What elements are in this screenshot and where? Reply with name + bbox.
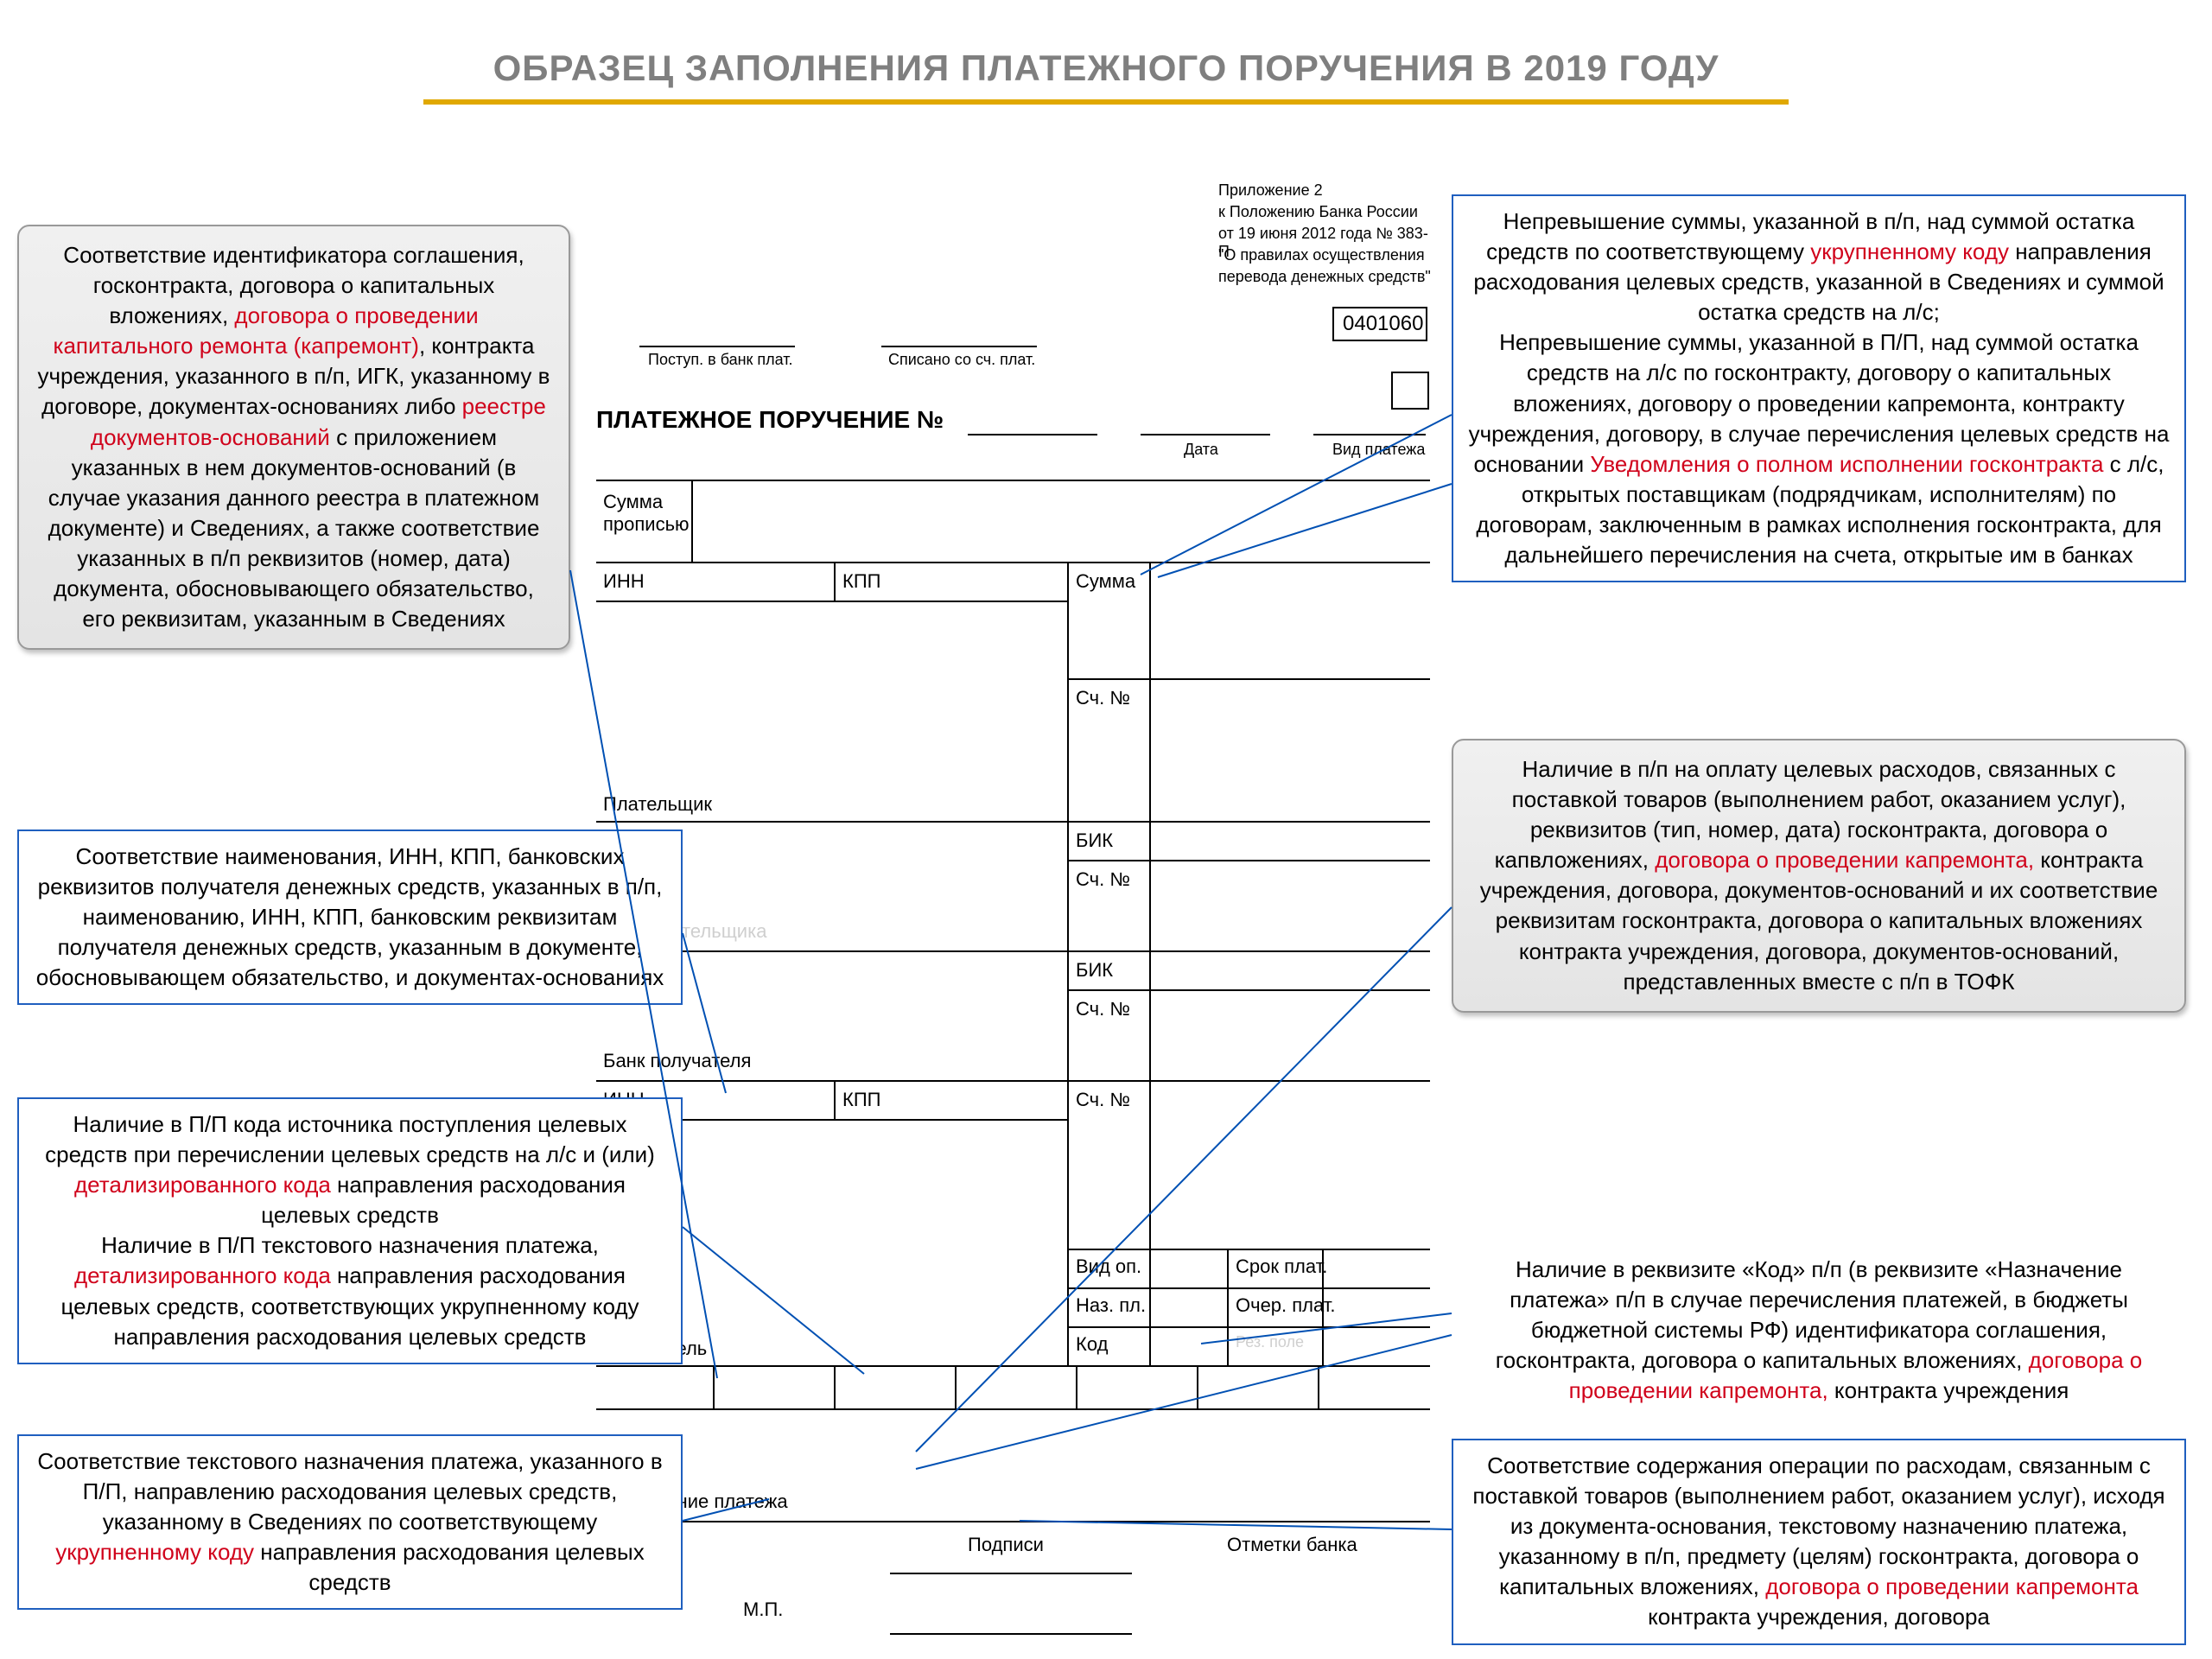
callout-left-middle: Соответствие наименования, ИНН, КПП, бан… — [17, 830, 683, 1005]
bik-1: БИК — [1076, 830, 1113, 852]
c6-text: Наличие в реквизите «Код» п/п (в реквизи… — [1496, 1256, 2142, 1403]
mp-label: М.П. — [743, 1599, 783, 1621]
date-label: Дата — [1184, 441, 1218, 459]
sch-no-4: Сч. № — [1076, 1089, 1130, 1111]
doc-title: ПЛАТЕЖНОЕ ПОРУЧЕНИЕ № — [596, 406, 944, 434]
spisano-label: Списано со сч. плат. — [888, 351, 1035, 369]
callout-topleft: Соответствие идентификатора соглашения, … — [17, 225, 570, 650]
callout-bottom-left: Соответствие текстового назначения плате… — [17, 1434, 683, 1610]
kpp-label-1: КПП — [842, 570, 880, 593]
appendix-line4: "О правилах осуществления — [1218, 246, 1425, 264]
appendix-line2: к Положению Банка России — [1218, 203, 1418, 221]
c8-text: Соответствие содержания операции по расх… — [1472, 1452, 2164, 1630]
c1-text: Соответствие идентификатора соглашения, … — [38, 242, 550, 632]
vid-op-label: Вид оп. — [1076, 1255, 1141, 1278]
callout-right-lower: Наличие в реквизите «Код» п/п (в реквизи… — [1452, 1244, 2186, 1416]
c4-text: Наличие в п/п на оплату целевых расходов… — [1480, 756, 2158, 995]
title-underline — [423, 99, 1789, 105]
callout-bottom-right: Соответствие содержания операции по расх… — [1452, 1439, 2186, 1645]
platelshik-label: Плательщик — [603, 793, 712, 816]
callout-right-middle: Наличие в п/п на оплату целевых расходов… — [1452, 739, 2186, 1013]
form-code-box: 0401060 — [1332, 307, 1427, 341]
summa-label: Сумма — [1076, 570, 1135, 593]
srok-plat-label: Срок плат. — [1236, 1255, 1327, 1278]
page-root: ОБРАЗЕЦ ЗАПОЛНЕНИЯ ПЛАТЕЖНОГО ПОРУЧЕНИЯ … — [0, 0, 2212, 1659]
bik-2: БИК — [1076, 959, 1113, 982]
ocher-plat-label: Очер. плат. — [1236, 1294, 1336, 1317]
appendix-line1: Приложение 2 — [1218, 181, 1323, 200]
summa-prop-label: Сумма прописью — [603, 491, 690, 537]
sch-no-2: Сч. № — [1076, 868, 1130, 891]
callout-topright: Непревышение суммы, указанной в п/п, над… — [1452, 194, 2186, 582]
sch-no-3: Сч. № — [1076, 998, 1130, 1020]
page-title: ОБРАЗЕЦ ЗАПОЛНЕНИЯ ПЛАТЕЖНОГО ПОРУЧЕНИЯ … — [0, 48, 2212, 89]
c5-text: Наличие в П/П кода источника поступления… — [45, 1111, 655, 1350]
c2-text: Непревышение суммы, указанной в п/п, над… — [1469, 208, 2170, 568]
vid-platezha-label: Вид платежа — [1332, 441, 1425, 459]
kpp-label-2: КПП — [842, 1089, 880, 1111]
postup-label: Поступ. в банк плат. — [648, 351, 793, 369]
bank-poluch-label: Банк получателя — [603, 1050, 751, 1072]
otmetki-label: Отметки банка — [1227, 1534, 1357, 1556]
c3-text: Соответствие наименования, ИНН, КПП, бан… — [36, 843, 664, 990]
inn-label-1: ИНН — [603, 570, 645, 593]
naz-pl-label: Наз. пл. — [1076, 1294, 1146, 1317]
podpisi-label: Подписи — [968, 1534, 1044, 1556]
kod-label: Код — [1076, 1333, 1108, 1356]
sch-no-1: Сч. № — [1076, 687, 1130, 709]
callout-left-lower: Наличие в П/П кода источника поступления… — [17, 1097, 683, 1364]
rez-pole-label: Рез. поле — [1236, 1333, 1304, 1351]
appendix-line5: перевода денежных средств" — [1218, 268, 1431, 286]
c7-text: Соответствие текстового назначения плате… — [37, 1448, 662, 1595]
payment-order-form: Приложение 2 к Положению Банка России от… — [596, 164, 1434, 1521]
small-box — [1391, 372, 1429, 410]
